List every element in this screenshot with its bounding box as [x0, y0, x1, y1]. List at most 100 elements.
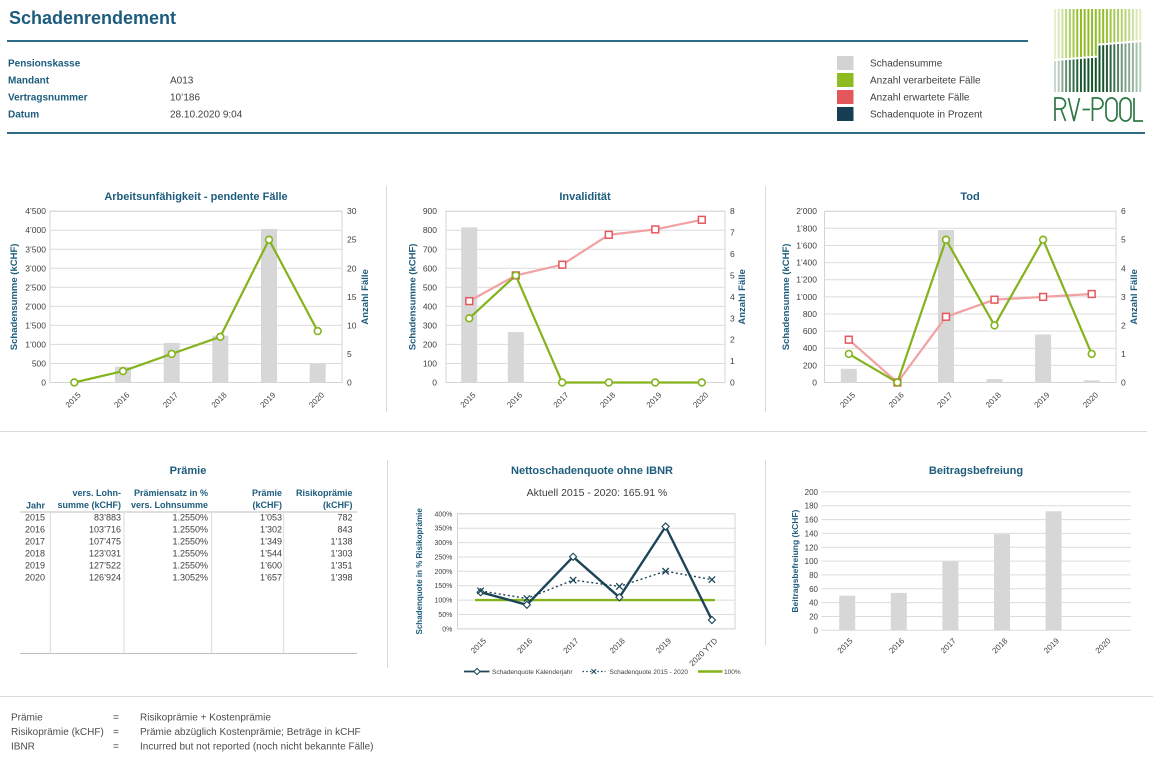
svg-text:summe (kCHF): summe (kCHF)	[57, 500, 121, 510]
svg-text:Schadenquote in Prozent: Schadenquote in Prozent	[870, 110, 983, 121]
svg-text:2020: 2020	[1081, 390, 1100, 409]
svg-text:600: 600	[423, 263, 437, 273]
svg-text:3: 3	[1121, 292, 1126, 302]
svg-text:1.2550%: 1.2550%	[172, 561, 208, 571]
svg-text:2015: 2015	[25, 513, 45, 523]
svg-text:Mandant: Mandant	[8, 76, 50, 87]
svg-text:2017: 2017	[935, 390, 954, 409]
svg-text:1.3052%: 1.3052%	[172, 573, 208, 583]
svg-text:50%: 50%	[438, 612, 452, 619]
svg-text:100: 100	[423, 359, 437, 369]
svg-text:40: 40	[809, 599, 818, 608]
svg-text:Prämiensatz in %: Prämiensatz in %	[134, 488, 208, 498]
svg-text:Risikoprämie (kCHF): Risikoprämie (kCHF)	[11, 727, 104, 738]
svg-text:2018: 2018	[210, 390, 229, 409]
svg-text:2019: 2019	[1033, 390, 1052, 409]
svg-text:2017: 2017	[939, 636, 958, 655]
svg-text:(kCHF): (kCHF)	[253, 500, 283, 510]
svg-text:180: 180	[805, 502, 819, 511]
svg-text:1’600: 1’600	[260, 561, 282, 571]
svg-text:2017: 2017	[562, 636, 581, 655]
svg-text:782: 782	[337, 513, 352, 523]
svg-text:60: 60	[809, 585, 818, 594]
svg-text:2015: 2015	[838, 390, 857, 409]
svg-text:120: 120	[805, 543, 819, 552]
svg-text:900: 900	[423, 206, 437, 216]
svg-text:2020 YTD: 2020 YTD	[688, 636, 720, 668]
svg-text:400: 400	[423, 301, 437, 311]
svg-text:10: 10	[347, 320, 357, 330]
svg-text:1’800: 1’800	[796, 223, 817, 233]
svg-text:Datum: Datum	[8, 110, 39, 121]
svg-text:800: 800	[803, 309, 817, 319]
svg-text:1’351: 1’351	[330, 561, 352, 571]
svg-text:2018: 2018	[608, 636, 627, 655]
svg-text:0: 0	[730, 378, 735, 388]
svg-text:4: 4	[1121, 263, 1126, 273]
svg-text:2018: 2018	[984, 390, 1003, 409]
svg-text:Jahr: Jahr	[26, 501, 46, 511]
svg-text:80: 80	[809, 571, 818, 580]
svg-text:Beitragsbefreiung (kCHF): Beitragsbefreiung (kCHF)	[790, 509, 800, 612]
svg-text:2020: 2020	[307, 390, 326, 409]
svg-text:0%: 0%	[442, 626, 452, 633]
svg-text:2018: 2018	[25, 549, 45, 559]
svg-text:5: 5	[730, 270, 735, 280]
svg-text:2016: 2016	[515, 636, 534, 655]
svg-text:700: 700	[423, 244, 437, 254]
svg-text:7: 7	[730, 228, 735, 238]
svg-text:10’186: 10’186	[170, 93, 200, 104]
svg-text:4: 4	[730, 292, 735, 302]
svg-text:2015: 2015	[459, 390, 478, 409]
svg-text:Invalidität: Invalidität	[559, 191, 611, 203]
svg-text:0: 0	[432, 378, 437, 388]
svg-text:Schadensumme (kCHF): Schadensumme (kCHF)	[781, 244, 792, 351]
svg-text:1: 1	[1121, 349, 1126, 359]
svg-text:Anzahl Fälle: Anzahl Fälle	[360, 269, 371, 324]
svg-text:Anzahl Fälle: Anzahl Fälle	[1129, 269, 1140, 324]
svg-text:1.2550%: 1.2550%	[172, 549, 208, 559]
svg-text:6: 6	[730, 249, 735, 259]
svg-text:1.2550%: 1.2550%	[172, 525, 208, 535]
svg-text:15: 15	[347, 292, 357, 302]
svg-text:200: 200	[805, 488, 819, 497]
svg-text:Anzahl verarbeitete Fälle: Anzahl verarbeitete Fälle	[870, 76, 981, 87]
svg-text:Tod: Tod	[960, 191, 979, 203]
svg-text:0: 0	[41, 378, 46, 388]
svg-text:1’600: 1’600	[796, 241, 817, 251]
svg-text:2019: 2019	[25, 561, 45, 571]
svg-text:2015: 2015	[836, 636, 855, 655]
svg-text:Schadensumme: Schadensumme	[870, 59, 943, 70]
svg-text:Vertragsnummer: Vertragsnummer	[8, 93, 88, 104]
svg-text:8: 8	[730, 206, 735, 216]
svg-text:=: =	[113, 727, 119, 738]
svg-text:2’500: 2’500	[25, 282, 46, 292]
svg-text:2016: 2016	[887, 636, 906, 655]
svg-text:1’398: 1’398	[330, 573, 352, 583]
svg-text:1.2550%: 1.2550%	[172, 537, 208, 547]
svg-text:2016: 2016	[505, 390, 524, 409]
svg-text:843: 843	[337, 525, 352, 535]
svg-text:1.2550%: 1.2550%	[172, 513, 208, 523]
svg-text:Schadensumme (kCHF): Schadensumme (kCHF)	[9, 244, 20, 351]
svg-text:2019: 2019	[654, 636, 673, 655]
svg-text:127’522: 127’522	[89, 561, 121, 571]
svg-text:5: 5	[1121, 235, 1126, 245]
svg-text:500: 500	[32, 359, 46, 369]
svg-text:600: 600	[803, 326, 817, 336]
svg-text:25: 25	[347, 235, 357, 245]
svg-text:83’883: 83’883	[94, 513, 121, 523]
svg-text:126’924: 126’924	[89, 573, 121, 583]
svg-text:107’475: 107’475	[89, 537, 121, 547]
svg-text:500: 500	[423, 282, 437, 292]
svg-text:Prämie: Prämie	[252, 488, 282, 498]
svg-text:1’349: 1’349	[260, 537, 282, 547]
svg-text:1: 1	[730, 356, 735, 366]
svg-text:Arbeitsunfähigkeit - pendente: Arbeitsunfähigkeit - pendente Fälle	[104, 191, 287, 203]
svg-text:A013: A013	[170, 76, 194, 87]
svg-text:=: =	[113, 713, 119, 724]
svg-text:20: 20	[347, 263, 357, 273]
svg-text:400%: 400%	[434, 511, 452, 518]
svg-text:2018: 2018	[990, 636, 1009, 655]
svg-text:Schadenrendement: Schadenrendement	[9, 8, 176, 28]
